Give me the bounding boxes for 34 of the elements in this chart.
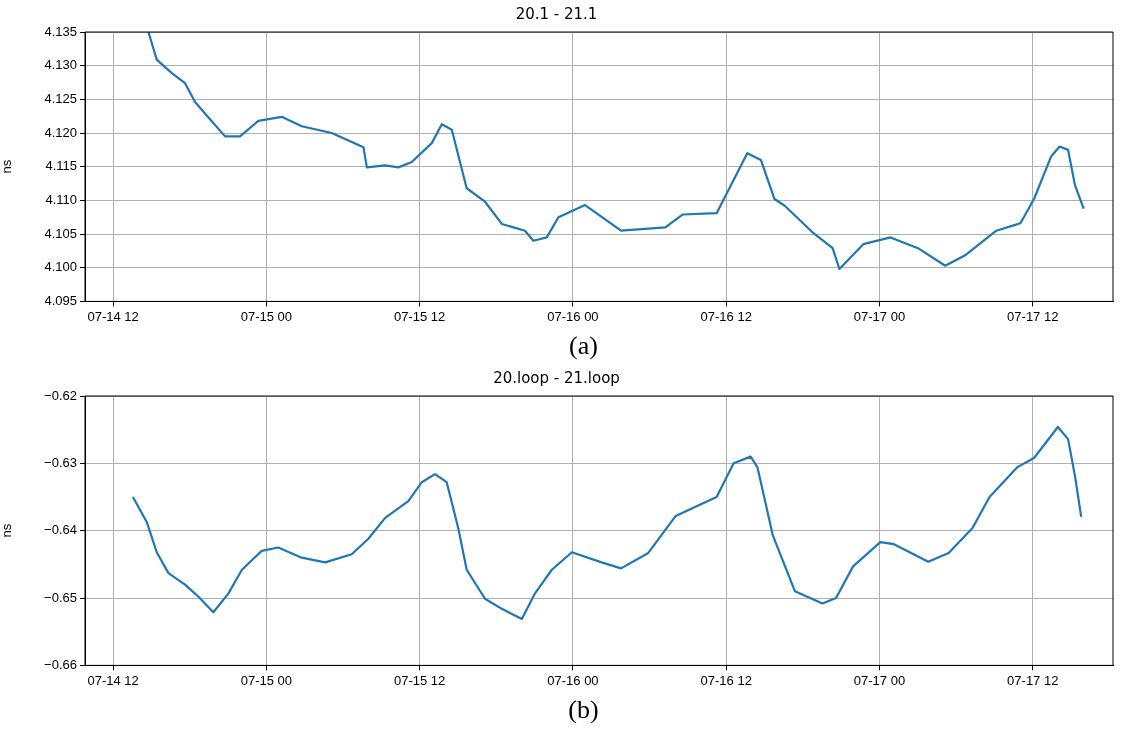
y-tick-label: 4.130 <box>44 57 77 73</box>
y-tick-label: −0.64 <box>44 522 77 538</box>
x-tick-label: 07-15 12 <box>393 672 446 688</box>
y-tick-label: −0.65 <box>44 589 77 605</box>
y-tick-label: −0.63 <box>44 454 77 470</box>
y-axis-title: ns <box>0 523 15 538</box>
x-tick-label: 07-15 00 <box>240 672 293 688</box>
y-tick-label: 4.135 <box>44 23 77 39</box>
x-tick-label: 07-15 12 <box>393 308 446 324</box>
y-tick-label: 4.100 <box>44 259 77 275</box>
y-tick-label: −0.62 <box>44 387 77 403</box>
text: (b) <box>567 694 600 726</box>
y-tick-label: 4.110 <box>45 191 77 207</box>
y-tick-label: 4.115 <box>45 158 77 174</box>
y-tick-label: 4.125 <box>44 90 77 106</box>
x-tick-label: 07-17 12 <box>1007 672 1059 688</box>
x-tick-label: 07-16 00 <box>547 672 599 688</box>
y-tick-label: 4.120 <box>44 124 77 140</box>
chart-title: 20.1 - 21.1 <box>515 4 598 23</box>
y-tick-label: 4.095 <box>44 292 77 308</box>
x-tick-label: 07-17 00 <box>853 672 906 688</box>
x-tick-label: 07-17 00 <box>853 308 906 324</box>
chart-title: 20.loop - 21.loop <box>493 368 620 387</box>
x-tick-label: 07-17 12 <box>1007 308 1059 324</box>
y-tick-label: 4.105 <box>44 225 77 241</box>
x-tick-label: 07-14 12 <box>87 672 139 688</box>
x-tick-label: 07-16 12 <box>700 308 752 324</box>
x-tick-label: 07-16 00 <box>547 308 599 324</box>
x-tick-label: 07-15 00 <box>240 308 293 324</box>
y-axis-title: ns <box>0 159 15 174</box>
x-tick-label: 07-16 12 <box>700 672 752 688</box>
x-tick-label: 07-14 12 <box>87 308 139 324</box>
text: (a) <box>568 330 599 362</box>
y-tick-label: −0.66 <box>44 656 77 672</box>
